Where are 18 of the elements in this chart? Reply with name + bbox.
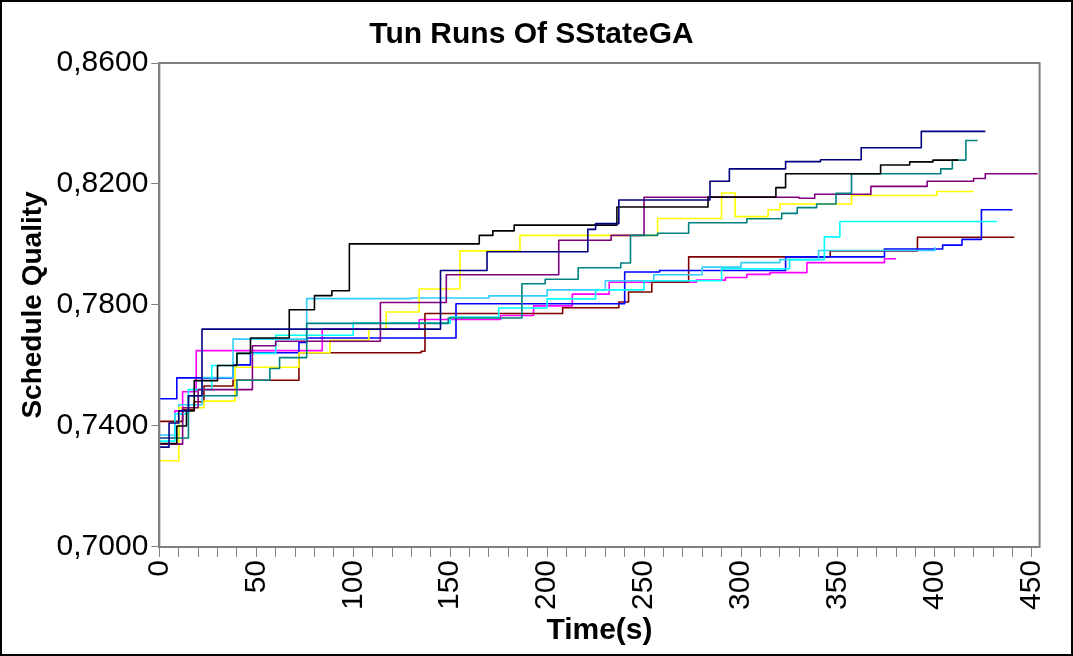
x-tick-label: 150 [431, 559, 465, 611]
y-tick-label: 0,7400 [56, 407, 149, 441]
y-tick-label: 0,8600 [56, 44, 149, 78]
x-tick-label: 100 [334, 559, 368, 611]
y-tick-label: 0,8200 [56, 165, 149, 199]
y-axis-title: Schedule Quality [15, 190, 47, 419]
x-tick-label: 50 [237, 559, 271, 594]
x-tick-label: 250 [625, 559, 659, 611]
x-tick-label: 350 [819, 559, 853, 611]
x-tick-label: 300 [722, 559, 756, 611]
x-tick-label: 200 [528, 559, 562, 611]
y-tick-label: 0,7000 [56, 528, 149, 562]
y-tick-label: 0,7800 [56, 286, 149, 320]
chart-title: Tun Runs Of SStateGA [369, 16, 694, 50]
x-tick-label: 450 [1013, 559, 1047, 611]
x-axis-title: Time(s) [546, 612, 653, 646]
x-tick-label: 400 [916, 559, 950, 611]
x-tick-label: 0 [140, 559, 174, 577]
